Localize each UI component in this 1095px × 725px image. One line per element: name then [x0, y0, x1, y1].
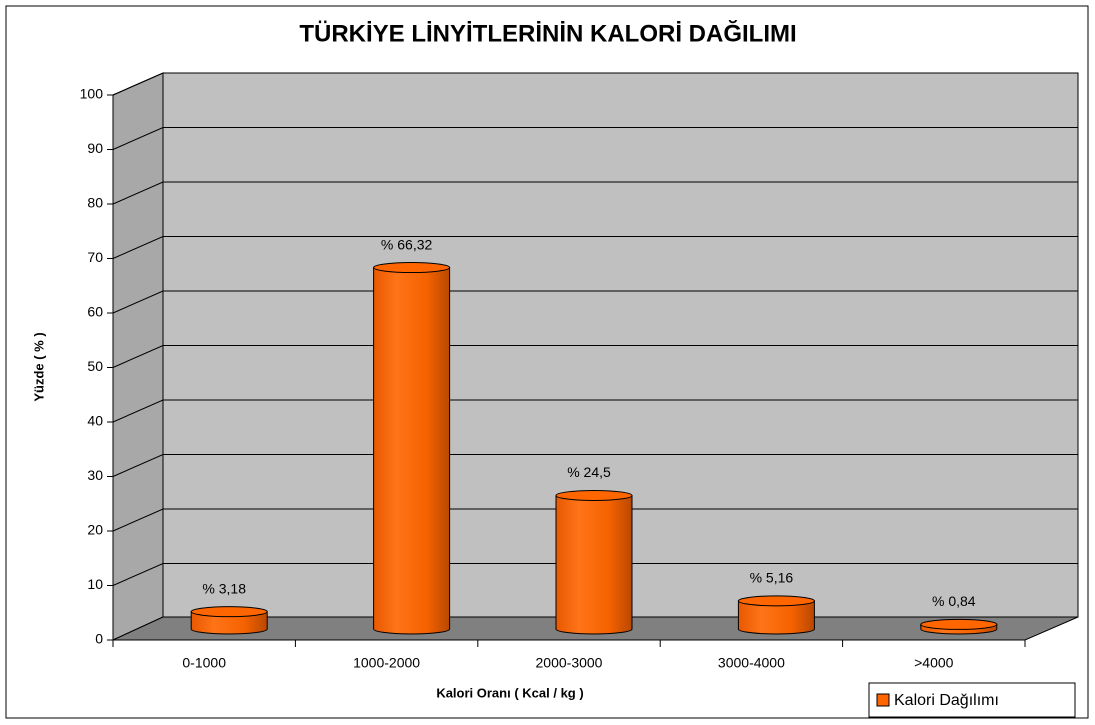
plot: 0 10 20 30 40 50 60 70 80 90 100 0-1000 1000-2000 200… — [80, 72, 1078, 671]
y-tick-label: 40 — [87, 413, 103, 429]
y-tick-label: 60 — [87, 304, 103, 320]
bar-top — [920, 618, 998, 630]
data-label: % 24,5 — [567, 464, 611, 480]
x-tick-label: 2000-3000 — [536, 655, 603, 671]
grid-line — [112, 181, 1078, 205]
y-tick-label: 70 — [87, 249, 103, 265]
bar — [737, 600, 815, 635]
y-tick-label: 30 — [87, 467, 103, 483]
y-tick-label: 20 — [87, 522, 103, 538]
bar — [190, 611, 268, 635]
legend-swatch — [876, 693, 890, 707]
bar-top — [373, 262, 451, 274]
y-tick-label: 80 — [87, 195, 103, 211]
legend-label: Kalori Dağılımı — [894, 692, 999, 709]
y-tick-label: 100 — [80, 86, 104, 102]
x-tick-label: 3000-4000 — [718, 655, 785, 671]
y-tick-label: 50 — [87, 358, 103, 374]
grid-line — [112, 290, 1078, 314]
data-label: % 66,32 — [381, 236, 433, 252]
legend — [868, 682, 1076, 718]
grid-line — [112, 236, 1078, 259]
y-tick-label: 0 — [95, 631, 103, 647]
grid-line — [112, 563, 1078, 586]
bar-top — [555, 489, 633, 501]
y-tick-label: 90 — [87, 140, 103, 156]
grid-line — [112, 72, 1078, 96]
bar — [373, 267, 451, 635]
grid-line — [112, 127, 1078, 150]
x-tick-label: >4000 — [914, 655, 954, 671]
bar — [555, 494, 633, 635]
chart-title: TÜRKİYE LİNYİTLERİNİN KALORİ DAĞILIMI — [299, 19, 796, 47]
y-tick-label: 10 — [87, 576, 103, 592]
x-axis-label: Kalori Oranı ( Kcal / kg ) — [436, 685, 583, 700]
grid-line — [112, 508, 1078, 532]
bar-top — [190, 606, 268, 618]
data-label: % 3,18 — [202, 580, 246, 596]
y-axis-label: Yüzde ( % ) — [31, 332, 46, 401]
x-tick-label: 1000-2000 — [353, 655, 420, 671]
x-tick-label: 0-1000 — [182, 655, 226, 671]
data-label: % 0,84 — [932, 593, 976, 609]
grid-line — [112, 399, 1078, 423]
bar-top — [737, 595, 815, 607]
data-label: % 5,16 — [750, 570, 794, 586]
grid-line — [112, 345, 1078, 368]
grid-line — [112, 454, 1078, 477]
